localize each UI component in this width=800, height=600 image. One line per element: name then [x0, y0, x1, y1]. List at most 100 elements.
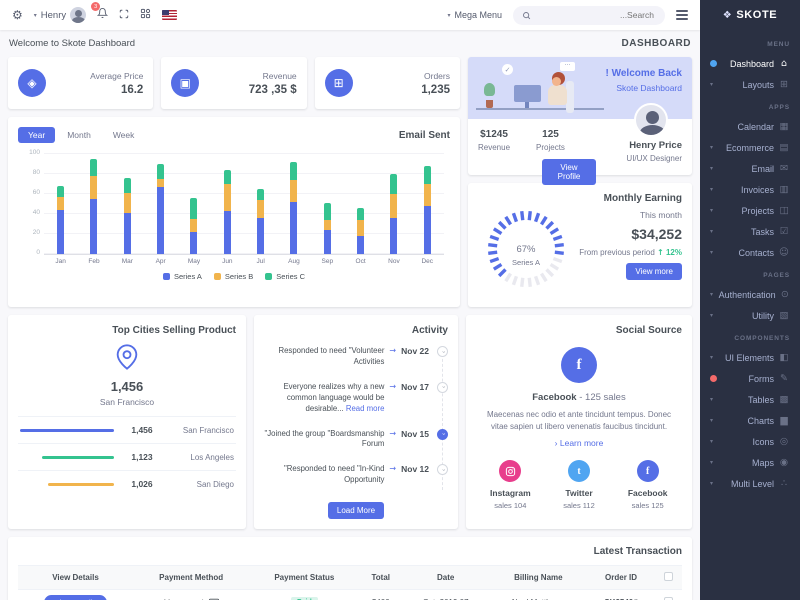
bar-segment-series-b — [157, 179, 165, 187]
sidebar-item-tasks[interactable]: ▾ Tasks ☑ — [700, 221, 800, 242]
sidebar-item-multi-level[interactable]: ▾ Multi Level ∴ — [700, 473, 800, 494]
legend-item-series-b: Series B — [213, 272, 253, 281]
activity-item: Everyone realizes why a new common langu… — [264, 381, 448, 415]
stacked-bar — [390, 174, 398, 254]
search-box — [513, 5, 665, 25]
bar-segment-series-b — [90, 176, 98, 199]
sidebar-item-authentication[interactable]: ▾ Authentication ⊙ — [700, 284, 800, 305]
stacked-bar — [323, 203, 331, 254]
check-bubble-icon: ✓ — [502, 64, 513, 75]
channel-sales: sales 125 — [631, 501, 664, 511]
sidebar-item-calendar[interactable]: Calendar ▦ — [700, 116, 800, 137]
activity-date: Nov 22 — [401, 346, 429, 356]
social-channel-instagram[interactable]: Instagram sales 104 — [476, 460, 545, 510]
mega-menu-button[interactable]: ▾ Mega Menu — [447, 10, 502, 20]
social-channel-facebook[interactable]: f Facebook sales 125 — [613, 460, 682, 510]
navbar-right: ▾ Mega Menu — [447, 5, 688, 25]
select-all-checkbox[interactable] — [663, 572, 673, 582]
skote-logo-icon: ❖ — [722, 9, 733, 21]
city-bar-track — [20, 455, 114, 459]
learn-more-link[interactable]: › Learn more — [554, 438, 604, 449]
sidebar-item-icons[interactable]: ▾ Icons ◎ — [700, 431, 800, 452]
sidebar-item-ui-elements[interactable]: ▾ UI Elements ◧ — [700, 347, 800, 368]
language-flag-us[interactable] — [162, 10, 178, 20]
welcome-body: $1245 Revenue 125 Projects View Profile — [468, 103, 692, 193]
sidebar-item-label: Charts — [747, 415, 774, 426]
sidebar-item-dashboard[interactable]: Dashboard ⌂ — [700, 53, 800, 74]
sidebar-item-contacts[interactable]: ▾ Contacts ☺ — [700, 242, 800, 263]
sidebar-item-invoices[interactable]: ▾ Invoices ▥ — [700, 179, 800, 200]
hamburger-menu-icon[interactable] — [676, 10, 688, 20]
bar-segment-series-c — [190, 198, 198, 219]
social-channel-twitter[interactable]: t Twitter sales 112 — [545, 460, 614, 510]
sidebar-item-email[interactable]: ▾ Email ✉ — [700, 158, 800, 179]
page-content: Welcome to Skote Dashboard DASHBOARD ◈ A… — [0, 30, 700, 600]
fullscreen-button[interactable] — [119, 6, 129, 24]
view-details-button[interactable]: View Details — [43, 595, 108, 600]
brand-logo[interactable]: ❖ SKOTE — [700, 0, 800, 30]
sidebar-item-left — [710, 60, 720, 67]
social-source-title: Social Source — [615, 325, 682, 336]
read-more-link[interactable]: Read more — [345, 403, 385, 413]
sidebar-item-utility[interactable]: ▾ Utility ▧ — [700, 305, 800, 326]
stat-value: 1,235 — [421, 83, 450, 96]
activity-text: "Responded to need "In-Kind Opportunity — [283, 464, 385, 485]
sidebar-section-menu: MENU — [767, 41, 790, 48]
learn-more-label: Learn more — [559, 438, 604, 449]
sidebar-item-projects[interactable]: ▾ Projects ◫ — [700, 200, 800, 221]
activity-text: Everyone realizes why a new common langu… — [283, 381, 385, 413]
bar-segment-series-b — [190, 219, 198, 232]
arrow-icon: → — [389, 464, 397, 474]
mega-menu-label: Mega Menu — [454, 10, 502, 20]
tab-year[interactable]: Year — [18, 127, 56, 143]
bar-group-aug — [277, 155, 310, 254]
sidebar-item-left: ▾ — [710, 417, 720, 424]
social-source-card: Social Source f Facebook - 125 sales Mae… — [466, 315, 692, 530]
activity-footer: Load More — [264, 500, 448, 520]
search-input[interactable] — [536, 9, 656, 21]
tab-week[interactable]: Week — [103, 127, 145, 143]
bar-segment-series-b — [423, 184, 431, 206]
bar-segment-series-a — [390, 218, 398, 254]
sidebar-item-forms[interactable]: Forms ✎ — [700, 368, 800, 389]
facebook-icon[interactable]: f — [561, 347, 597, 383]
stacked-bar — [157, 164, 165, 254]
city-bar-track — [20, 482, 114, 486]
sidebar-item-maps[interactable]: ▾ Maps ◉ — [700, 452, 800, 473]
top-navbar: ⚙ ▾ Henry 3 — [0, 0, 700, 30]
row-checkbox[interactable] — [663, 597, 673, 600]
activity-item: "Joined the group "Boardsmanship Forum →… — [264, 428, 448, 451]
view-more-button[interactable]: View more — [626, 263, 682, 280]
social-main-sales: - 125 sales — [579, 392, 626, 403]
sidebar-section-apps: APPS — [768, 104, 790, 111]
user-menu[interactable]: ▾ Henry — [34, 7, 87, 23]
chevron-down-icon: ▾ — [710, 312, 714, 319]
activity-timeline: Responded to need "Volunteer Activities … — [264, 346, 448, 500]
settings-gear-icon[interactable]: ⚙ — [12, 8, 23, 22]
sidebar-item-tables[interactable]: ▾ Tables ▩ — [700, 389, 800, 410]
activity-card: Activity Responded to need "Volunteer Ac… — [254, 315, 458, 530]
order-id-cell: SK2540# — [587, 589, 655, 600]
notifications-button[interactable]: 3 — [91, 2, 109, 24]
bar-segment-series-a — [90, 199, 98, 254]
view-profile-button[interactable]: View Profile — [542, 159, 596, 185]
apps-grid-button[interactable] — [140, 6, 151, 24]
search-icon — [523, 11, 531, 19]
sidebar-item-charts[interactable]: ▾ Charts ▆ — [700, 410, 800, 431]
bar-segment-series-a — [290, 202, 298, 254]
stat-card-average-price: ◈ Average Price 16.2 — [8, 57, 154, 109]
sidebar-item-ecommerce[interactable]: ▾ Ecommerce ▤ — [700, 137, 800, 158]
chevron-down-icon: ▾ — [710, 480, 714, 487]
activity-item: Responded to need "Volunteer Activities … — [264, 346, 448, 368]
tab-month[interactable]: Month — [57, 127, 101, 143]
gridline: 100 — [29, 149, 444, 156]
y-tick-label: 0 — [36, 249, 40, 256]
y-tick-label: 40 — [32, 209, 40, 216]
sidebar-section-components: COMPONENTS — [734, 335, 790, 342]
breadcrumb: Welcome to Skote Dashboard — [9, 38, 136, 49]
social-channels: Instagram sales 104 t Twitter sales 112 … — [476, 460, 682, 510]
sidebar-item-left: ▾ — [710, 291, 719, 298]
load-more-button[interactable]: Load More — [327, 502, 385, 520]
sidebar-item-layouts[interactable]: ▾ Layouts ⊞ — [700, 74, 800, 95]
chevron-down-icon: ▾ — [710, 186, 714, 193]
